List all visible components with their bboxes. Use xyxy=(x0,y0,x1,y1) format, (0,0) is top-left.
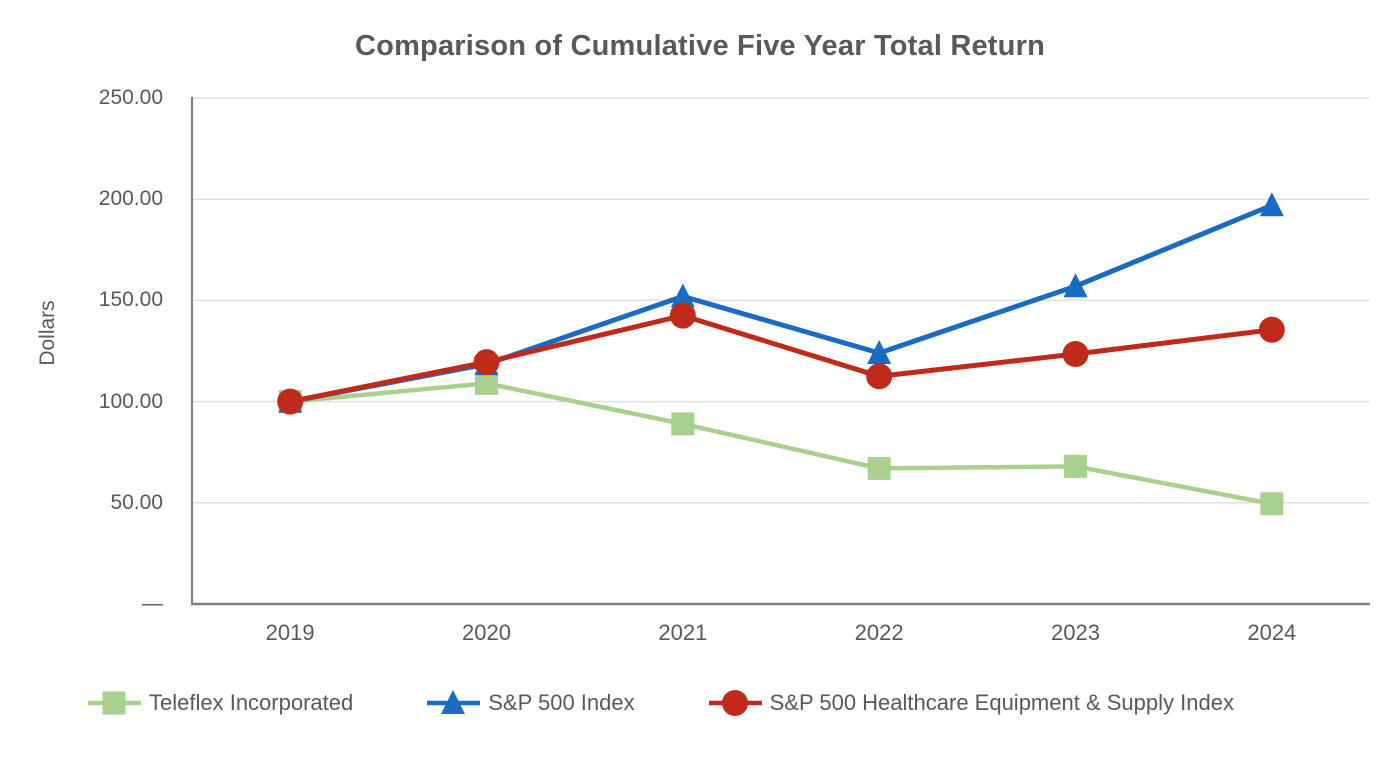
legend-label: S&P 500 Index xyxy=(488,690,635,715)
legend-item-s-p-500-index: S&P 500 Index xyxy=(427,688,635,718)
legend-square-icon xyxy=(88,691,141,715)
legend-marker-teleflex-incorporated xyxy=(102,691,126,715)
point-teleflex-incorporated-2021 xyxy=(671,412,695,436)
legend-marker-s-p-500-healthcare-equipment-supply-index xyxy=(721,690,748,716)
point-s-p-500-healthcare-equipment-supply-index-2019 xyxy=(277,388,304,415)
legend-item-teleflex-incorporated: Teleflex Incorporated xyxy=(88,688,353,718)
y-tick-150: 150.00 xyxy=(98,288,163,312)
x-tick-2019: 2019 xyxy=(265,620,315,645)
x-tick-2023: 2023 xyxy=(1051,620,1100,645)
point-s-p-500-healthcare-equipment-supply-index-2020 xyxy=(473,349,500,376)
point-s-p-500-index-2021 xyxy=(670,283,695,308)
series-line-s-p-500-healthcare-equipment-supply-index xyxy=(287,313,1275,405)
point-teleflex-incorporated-2024 xyxy=(1260,492,1284,516)
x-tick-2024: 2024 xyxy=(1247,620,1297,645)
series-line-teleflex-incorporated xyxy=(287,381,1275,507)
point-teleflex-incorporated-2022 xyxy=(867,456,891,480)
y-tick-250: 250.00 xyxy=(98,86,163,109)
point-teleflex-incorporated-2020 xyxy=(475,371,498,395)
y-tick-50: 50.00 xyxy=(110,490,163,514)
point-s-p-500-healthcare-equipment-supply-index-2021 xyxy=(669,302,696,329)
point-s-p-500-healthcare-equipment-supply-index-2022 xyxy=(866,363,893,390)
y-tick-100: 100.00 xyxy=(98,389,163,413)
y-tick-200: 200.00 xyxy=(98,187,163,211)
point-s-p-500-healthcare-equipment-supply-index-2023 xyxy=(1062,341,1089,368)
x-tick-2021: 2021 xyxy=(658,620,708,645)
point-s-p-500-index-2022 xyxy=(867,340,892,365)
point-s-p-500-index-2024 xyxy=(1259,192,1284,217)
chart-title: Comparison of Cumulative Five Year Total… xyxy=(355,30,1045,62)
legend-item-s-p-500-healthcare-equipment-supply-index: S&P 500 Healthcare Equipment & Supply In… xyxy=(708,688,1234,718)
y-tick-0: — xyxy=(142,592,163,615)
point-s-p-500-index-2023 xyxy=(1063,273,1088,298)
x-tick-2022: 2022 xyxy=(854,620,904,645)
legend-label: Teleflex Incorporated xyxy=(149,690,354,715)
legend-label: S&P 500 Healthcare Equipment & Supply In… xyxy=(769,690,1234,715)
legend-marker-s-p-500-index xyxy=(441,690,466,714)
legend: Teleflex Incorporated S&P 500 Index S&P 50… xyxy=(88,687,1234,719)
point-s-p-500-healthcare-equipment-supply-index-2024 xyxy=(1258,316,1285,343)
point-teleflex-incorporated-2023 xyxy=(1064,454,1087,478)
x-tick-2020: 2020 xyxy=(462,620,511,645)
legend-triangle-icon xyxy=(427,690,481,714)
legend-circle-icon xyxy=(708,690,762,716)
